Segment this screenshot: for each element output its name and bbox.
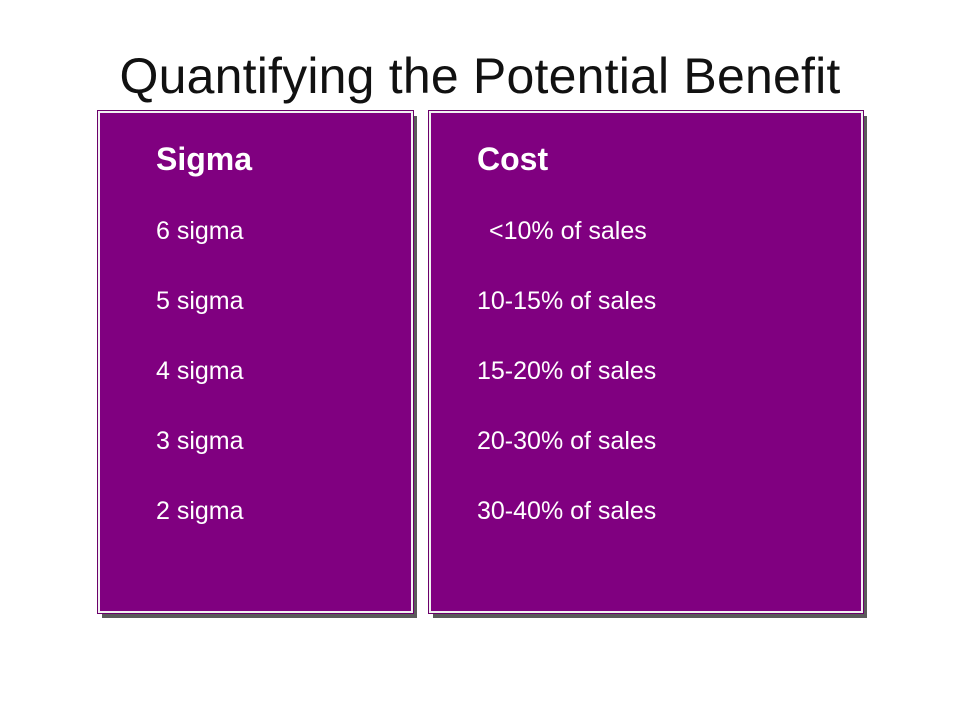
sigma-level-item: 2 sigma [156,497,244,525]
cost-list: <10% of sales 10-15% of sales 15-20% of … [431,213,861,563]
cost-value-item: 10-15% of sales [477,287,657,315]
sigma-panel: Sigma 6 sigma 5 sigma 4 sigma 3 sigma 2 … [98,111,413,613]
sigma-level-item: 5 sigma [156,287,244,315]
cost-value-item: 20-30% of sales [477,427,657,455]
cost-value-item: <10% of sales [489,217,647,245]
cost-value-item: 30-40% of sales [477,497,657,525]
sigma-list: 6 sigma 5 sigma 4 sigma 3 sigma 2 sigma [156,213,244,563]
cost-value-item: 15-20% of sales [477,357,657,385]
slide-title: Quantifying the Potential Benefit [119,48,841,104]
sigma-level-item: 4 sigma [156,357,244,385]
sigma-header: Sigma [156,141,253,177]
cost-panel: Cost <10% of sales 10-15% of sales 15-20… [429,111,863,613]
sigma-level-item: 6 sigma [156,217,244,245]
sigma-level-item: 3 sigma [156,427,244,455]
cost-header: Cost [477,141,549,177]
